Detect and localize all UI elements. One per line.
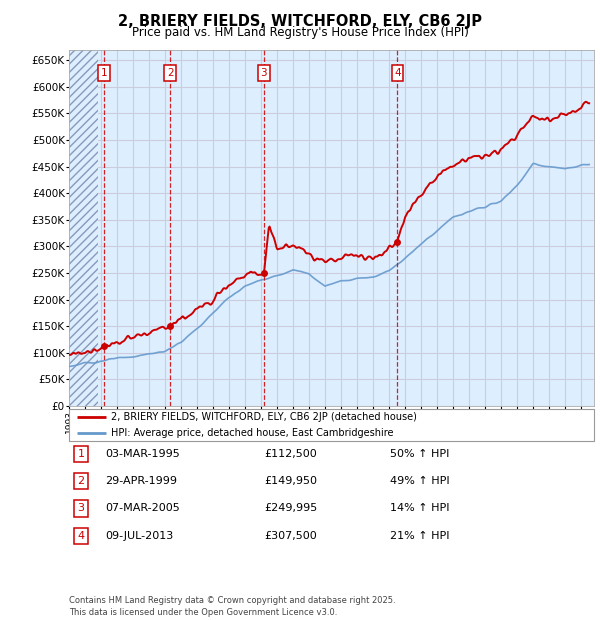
Text: Price paid vs. HM Land Registry's House Price Index (HPI): Price paid vs. HM Land Registry's House … <box>131 26 469 39</box>
Text: £112,500: £112,500 <box>264 449 317 459</box>
Text: £307,500: £307,500 <box>264 531 317 541</box>
Text: 4: 4 <box>394 68 401 78</box>
Bar <box>69 50 98 406</box>
Text: 2: 2 <box>167 68 173 78</box>
Text: HPI: Average price, detached house, East Cambridgeshire: HPI: Average price, detached house, East… <box>111 428 394 438</box>
Text: £249,995: £249,995 <box>264 503 317 513</box>
Text: Contains HM Land Registry data © Crown copyright and database right 2025.
This d: Contains HM Land Registry data © Crown c… <box>69 596 395 617</box>
Text: 2: 2 <box>77 476 85 486</box>
Text: 2, BRIERY FIELDS, WITCHFORD, ELY, CB6 2JP (detached house): 2, BRIERY FIELDS, WITCHFORD, ELY, CB6 2J… <box>111 412 417 422</box>
Text: £149,950: £149,950 <box>264 476 317 486</box>
Text: 1: 1 <box>77 449 85 459</box>
Text: 2, BRIERY FIELDS, WITCHFORD, ELY, CB6 2JP: 2, BRIERY FIELDS, WITCHFORD, ELY, CB6 2J… <box>118 14 482 29</box>
Text: 49% ↑ HPI: 49% ↑ HPI <box>390 476 449 486</box>
Text: 1: 1 <box>100 68 107 78</box>
Text: 29-APR-1999: 29-APR-1999 <box>105 476 177 486</box>
Text: 07-MAR-2005: 07-MAR-2005 <box>105 503 180 513</box>
FancyBboxPatch shape <box>69 409 594 441</box>
Text: 3: 3 <box>260 68 267 78</box>
Text: 03-MAR-1995: 03-MAR-1995 <box>105 449 180 459</box>
Text: 09-JUL-2013: 09-JUL-2013 <box>105 531 173 541</box>
Text: 50% ↑ HPI: 50% ↑ HPI <box>390 449 449 459</box>
Text: 14% ↑ HPI: 14% ↑ HPI <box>390 503 449 513</box>
Text: 3: 3 <box>77 503 85 513</box>
Text: 4: 4 <box>77 531 85 541</box>
Text: 21% ↑ HPI: 21% ↑ HPI <box>390 531 449 541</box>
